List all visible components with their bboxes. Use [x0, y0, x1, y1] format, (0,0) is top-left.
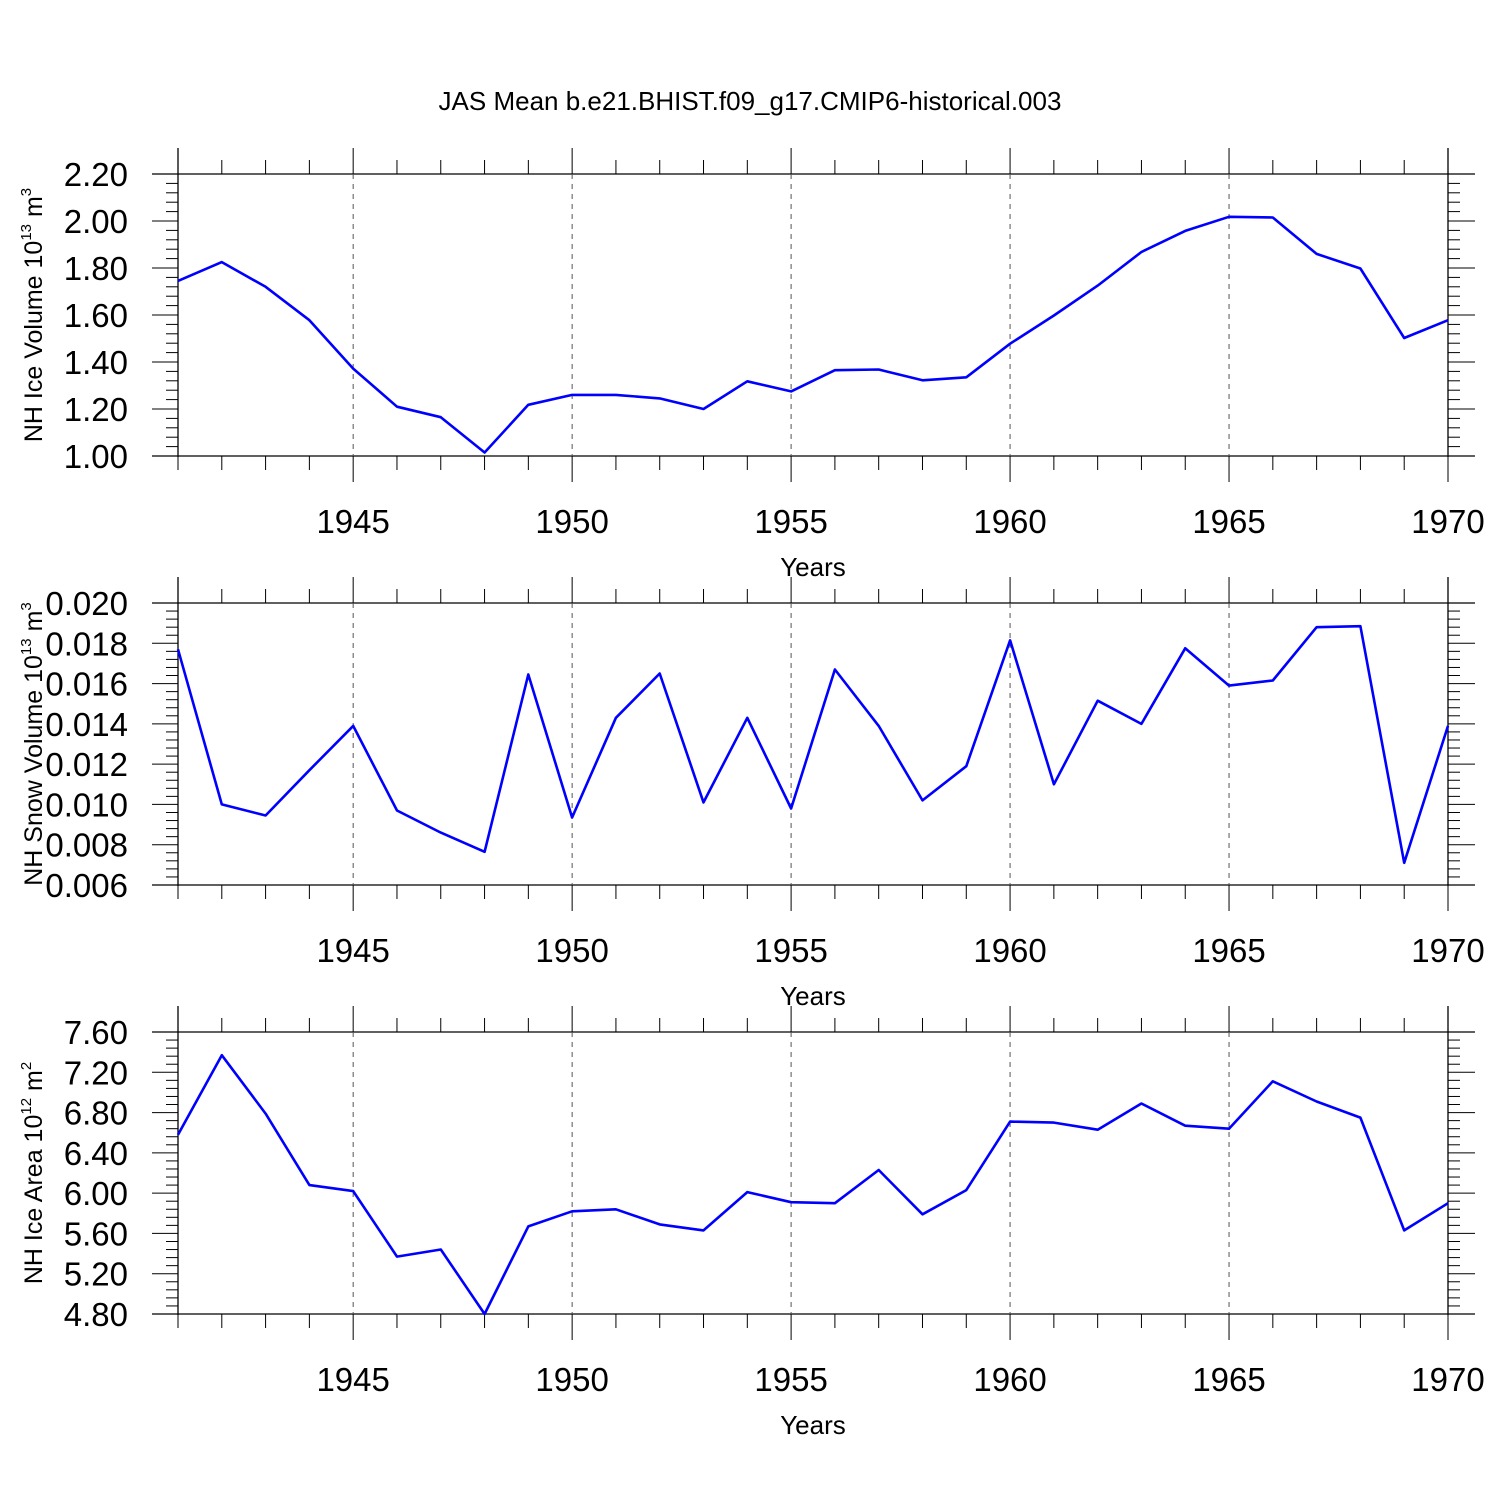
y-tick-label: 0.008 — [45, 827, 128, 864]
x-tick-label: 1945 — [316, 503, 389, 540]
x-axis-label: Years — [780, 981, 846, 1011]
x-tick-label: 1955 — [754, 932, 827, 969]
y-tick-label: 5.60 — [64, 1215, 128, 1252]
x-tick-label: 1950 — [535, 503, 608, 540]
y-tick-label: 0.012 — [45, 746, 128, 783]
series-line — [177, 215, 1449, 454]
x-tick-label: 1965 — [1192, 1361, 1265, 1398]
y-tick-label: 0.014 — [45, 706, 128, 743]
x-tick-label: 1955 — [754, 503, 827, 540]
chart-panel-2: 1945 1950 1955 1960 1965 19700.0060.0080.0100… — [18, 577, 1485, 1011]
y-tick-label: 1.80 — [64, 250, 128, 287]
y-tick-label: 2.00 — [64, 203, 128, 240]
y-tick-label: 0.018 — [45, 625, 128, 662]
y-tick-label: 2.20 — [64, 156, 128, 193]
chart-panel-3: 1945 1950 1955 1960 1965 1970 4.805.20 5.606.00… — [18, 1006, 1485, 1440]
x-tick-label: 1950 — [535, 1361, 608, 1398]
series-line — [176, 1053, 1449, 1316]
panels-group: 1945 1950 1955 1960 1965 1970 1.00 1.20 1.40 1.60… — [18, 148, 1485, 1440]
x-axis-label: Years — [780, 1410, 846, 1440]
x-tick-label: 1970 — [1411, 503, 1484, 540]
x-tick-label: 1965 — [1192, 932, 1265, 969]
x-tick-label: 1955 — [754, 1361, 827, 1398]
y-tick-label: 7.60 — [64, 1014, 128, 1051]
y-tick-label: 1.00 — [64, 438, 128, 475]
y-tick-label: 6.40 — [64, 1135, 128, 1172]
x-tick-label: 1960 — [973, 932, 1046, 969]
y-tick-label: 0.010 — [45, 786, 128, 823]
x-tick-label: 1950 — [535, 932, 608, 969]
y-tick-label: 6.80 — [64, 1095, 128, 1132]
x-tick-label: 1945 — [316, 932, 389, 969]
y-tick-label: 4.80 — [64, 1296, 128, 1333]
series-line — [176, 624, 1450, 865]
y-tick-label: 0.006 — [45, 867, 128, 904]
y-tick-label: 5.20 — [64, 1256, 128, 1293]
x-tick-label: 1960 — [973, 1361, 1046, 1398]
y-tick-label: 7.20 — [64, 1054, 128, 1091]
x-axis-label: Years — [780, 552, 846, 582]
x-tick-label: 1945 — [316, 1361, 389, 1398]
chart-panel-1: 1945 1950 1955 1960 1965 1970 1.00 1.20 1.40 1.60… — [18, 148, 1485, 582]
y-axis-label: NH Ice Volume 1013 m3 — [18, 188, 48, 442]
y-axis-label: NH Ice Area 1012 m2 — [18, 1062, 48, 1284]
y-tick-label: 1.40 — [64, 344, 128, 381]
x-tick-label: 1970 — [1411, 932, 1484, 969]
y-tick-label: 0.020 — [45, 585, 128, 622]
y-tick-label: 1.60 — [64, 297, 128, 334]
y-axis-label: NH Snow Volume 1013 m3 — [18, 602, 48, 886]
x-tick-label: 1970 — [1411, 1361, 1484, 1398]
x-tick-label: 1965 — [1192, 503, 1265, 540]
x-tick-label: 1960 — [973, 503, 1046, 540]
y-tick-label: 0.016 — [45, 666, 128, 703]
y-tick-label: 6.00 — [64, 1175, 128, 1212]
chart-title: JAS Mean b.e21.BHIST.f09_g17.CMIP6-histo… — [439, 86, 1062, 116]
y-tick-label: 1.20 — [64, 391, 128, 428]
